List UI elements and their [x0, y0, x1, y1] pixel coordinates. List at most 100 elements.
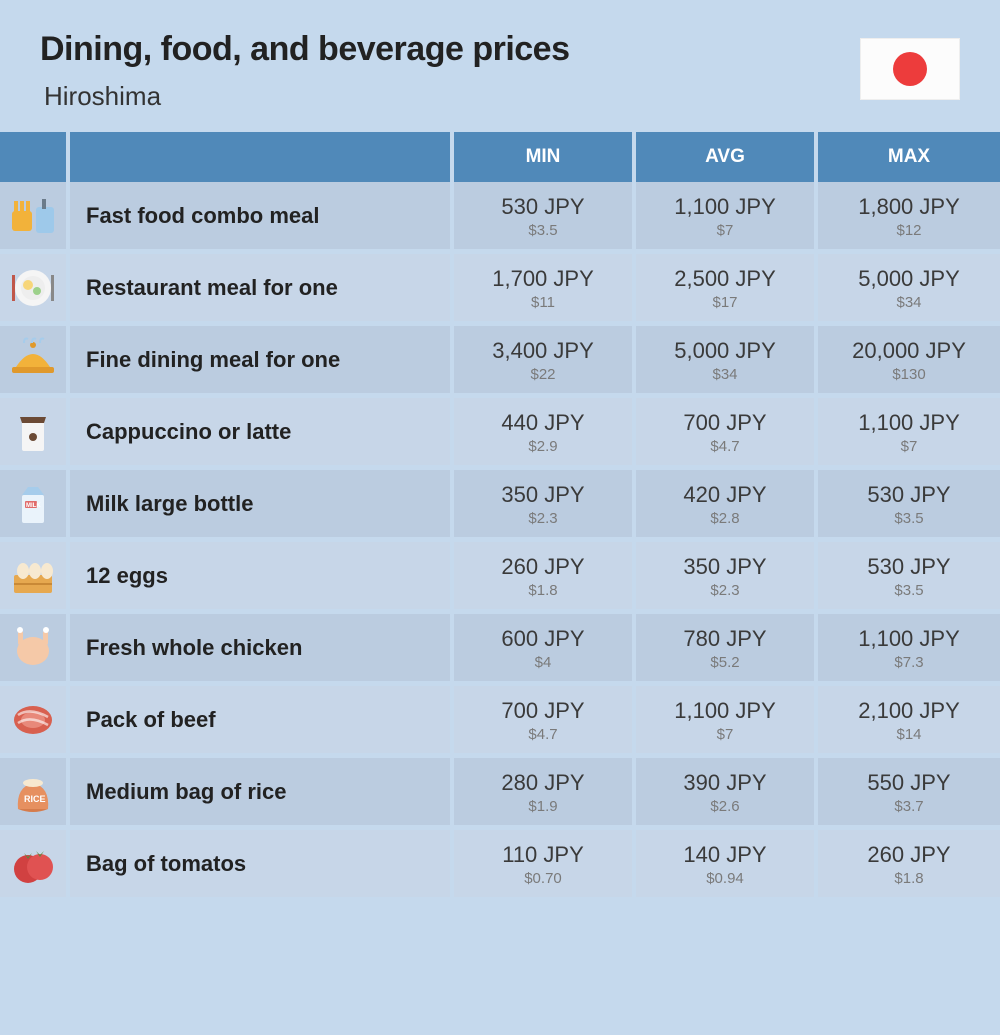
coffee-icon — [0, 398, 70, 465]
rice-icon — [0, 758, 70, 825]
jpy-value: 5,000 JPY — [636, 338, 814, 364]
usd-value: $3.5 — [454, 222, 632, 239]
usd-value: $12 — [818, 222, 1000, 239]
avg-cell: 350 JPY $2.3 — [636, 542, 818, 609]
japan-flag-icon — [860, 38, 960, 100]
max-cell: 530 JPY$3.5 — [818, 470, 1000, 537]
avg-cell: 2,500 JPY$17 — [636, 254, 818, 321]
page-title: Dining, food, and beverage prices — [40, 30, 860, 69]
jpy-value: 550 JPY — [818, 770, 1000, 796]
jpy-value: 140 JPY — [636, 842, 814, 868]
chicken-icon — [0, 614, 70, 681]
max-cell: 2,100 JPY$14 — [818, 686, 1000, 753]
usd-value: $7 — [818, 438, 1000, 455]
usd-value: $1.8 — [454, 582, 632, 599]
usd-value: $0.70 — [454, 870, 632, 887]
jpy-value: 280 JPY — [454, 770, 632, 796]
usd-value: $5.2 — [636, 654, 814, 671]
th-min: MIN — [454, 132, 636, 182]
jpy-value: 530 JPY — [818, 482, 1000, 508]
avg-cell: 1,100 JPY $7 — [636, 182, 818, 249]
jpy-value: 1,100 JPY — [636, 194, 814, 220]
item-name: Fresh whole chicken — [70, 614, 454, 681]
flag-dot — [893, 52, 927, 86]
table-row: Pack of beef700 JPY$4.71,100 JPY$72,100 … — [0, 686, 1000, 758]
jpy-value: 1,100 JPY — [636, 698, 814, 724]
usd-value: $4 — [454, 654, 632, 671]
usd-value: $2.9 — [454, 438, 632, 455]
jpy-value: 20,000 JPY — [818, 338, 1000, 364]
usd-value: $11 — [454, 294, 632, 311]
jpy-value: 350 JPY — [454, 482, 632, 508]
tomato-icon — [0, 830, 70, 897]
table-row: Medium bag of rice280 JPY$1.9390 JPY$2.6… — [0, 758, 1000, 830]
table-row: Fine dining meal for one3,400 JPY$225,00… — [0, 326, 1000, 398]
th-max: MAX — [818, 132, 1000, 182]
max-cell: 1,100 JPY$7 — [818, 398, 1000, 465]
usd-value: $2.8 — [636, 510, 814, 527]
jpy-value: 440 JPY — [454, 410, 632, 436]
table-row: 12 eggs260 JPY $1.8350 JPY $2.3530 JPY $3.5 — [0, 542, 1000, 614]
table-row: Bag of tomatos110 JPY$0.70140 JPY$0.9426… — [0, 830, 1000, 902]
jpy-value: 700 JPY — [454, 698, 632, 724]
max-cell: 1,800 JPY$12 — [818, 182, 1000, 249]
min-cell: 3,400 JPY $22 — [454, 326, 636, 393]
usd-value: $0.94 — [636, 870, 814, 887]
usd-value: $34 — [636, 366, 814, 383]
min-cell: 700 JPY $4.7 — [454, 686, 636, 753]
item-name: Milk large bottle — [70, 470, 454, 537]
jpy-value: 260 JPY — [454, 554, 632, 580]
max-cell: 260 JPY$1.8 — [818, 830, 1000, 897]
avg-cell: 140 JPY $0.94 — [636, 830, 818, 897]
jpy-value: 530 JPY — [454, 194, 632, 220]
usd-value: $4.7 — [636, 438, 814, 455]
min-cell: 110 JPY $0.70 — [454, 830, 636, 897]
page-subtitle: Hiroshima — [44, 81, 860, 112]
jpy-value: 530 JPY — [818, 554, 1000, 580]
item-name: 12 eggs — [70, 542, 454, 609]
item-name: Fast food combo meal — [70, 182, 454, 249]
jpy-value: 700 JPY — [636, 410, 814, 436]
usd-value: $7.3 — [818, 654, 1000, 671]
jpy-value: 5,000 JPY — [818, 266, 1000, 292]
jpy-value: 420 JPY — [636, 482, 814, 508]
min-cell: 1,700 JPY $11 — [454, 254, 636, 321]
max-cell: 5,000 JPY $34 — [818, 254, 1000, 321]
min-cell: 440 JPY $2.9 — [454, 398, 636, 465]
jpy-value: 2,100 JPY — [818, 698, 1000, 724]
min-cell: 280 JPY$1.9 — [454, 758, 636, 825]
table-row: Restaurant meal for one1,700 JPY $112,500… — [0, 254, 1000, 326]
avg-cell: 5,000 JPY $34 — [636, 326, 818, 393]
jpy-value: 3,400 JPY — [454, 338, 632, 364]
item-name: Medium bag of rice — [70, 758, 454, 825]
table-row: Fast food combo meal530 JPY $3.51,100 JPY… — [0, 182, 1000, 254]
jpy-value: 350 JPY — [636, 554, 814, 580]
jpy-value: 1,700 JPY — [454, 266, 632, 292]
eggs-icon — [0, 542, 70, 609]
jpy-value: 780 JPY — [636, 626, 814, 652]
max-cell: 20,000 JPY$130 — [818, 326, 1000, 393]
min-cell: 350 JPY$2.3 — [454, 470, 636, 537]
price-table: MIN AVG MAX Fast food combo meal530 JPY$… — [0, 132, 1000, 902]
usd-value: $22 — [454, 366, 632, 383]
jpy-value: 600 JPY — [454, 626, 632, 652]
item-name: Cappuccino or latte — [70, 398, 454, 465]
jpy-value: 110 JPY — [454, 842, 632, 868]
usd-value: $2.3 — [636, 582, 814, 599]
item-name: Restaurant meal for one — [70, 254, 454, 321]
avg-cell: 700 JPY $4.7 — [636, 398, 818, 465]
usd-value: $1.8 — [818, 870, 1000, 887]
combo-icon — [0, 182, 70, 249]
milk-icon — [0, 470, 70, 537]
usd-value: $3.5 — [818, 582, 1000, 599]
avg-cell: 420 JPY $2.8 — [636, 470, 818, 537]
min-cell: 260 JPY $1.8 — [454, 542, 636, 609]
header-text: Dining, food, and beverage prices Hirosh… — [40, 30, 860, 112]
table-row: Cappuccino or latte440 JPY $2.9700 JPY $4.… — [0, 398, 1000, 470]
cloche-icon — [0, 326, 70, 393]
th-item-blank — [70, 132, 454, 182]
jpy-value: 1,100 JPY — [818, 626, 1000, 652]
usd-value: $4.7 — [454, 726, 632, 743]
usd-value: $34 — [818, 294, 1000, 311]
usd-value: $7 — [636, 222, 814, 239]
